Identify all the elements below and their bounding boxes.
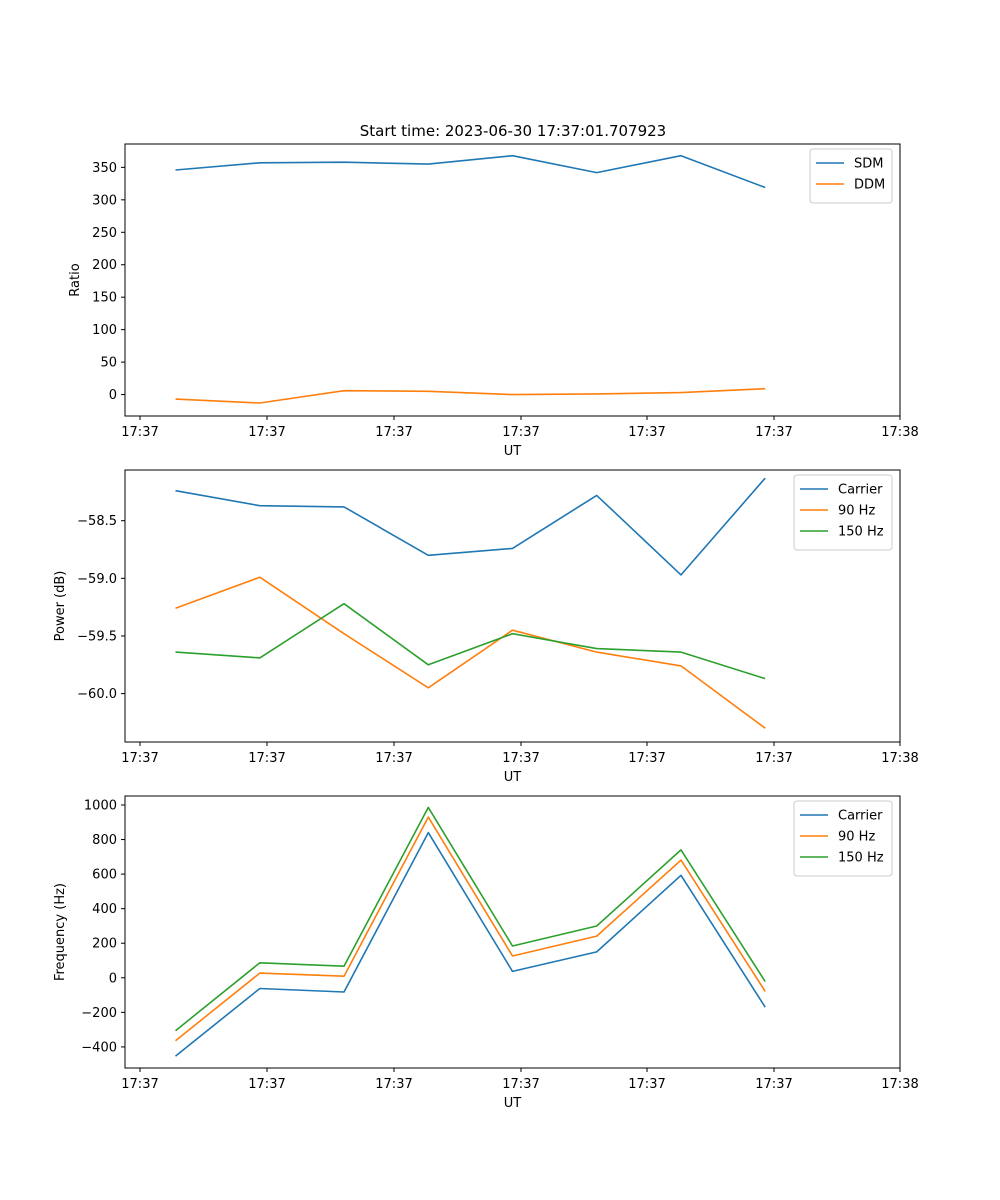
legend: Carrier 90 Hz 150 Hz bbox=[793, 800, 893, 877]
y-tick-label: −59.0 bbox=[77, 572, 117, 587]
legend-label-carrier: Carrier bbox=[838, 809, 883, 824]
legend-label-150-hz: 150 Hz bbox=[838, 525, 884, 540]
x-tick-label: 17:38 bbox=[881, 751, 918, 766]
legend-label-90-hz: 90 Hz bbox=[838, 504, 875, 519]
subplot-1: 17:37 17:37 17:37 17:37 17:37 17:37 17:38 0 50 10… bbox=[68, 143, 919, 459]
legend-label-150-hz: 150 Hz bbox=[838, 851, 884, 866]
x-axis-label: UT bbox=[504, 444, 522, 459]
y-tick-label: 0 bbox=[109, 388, 117, 403]
x-tick-label: 17:37 bbox=[628, 751, 665, 766]
plots: 17:37 17:37 17:37 17:37 17:37 17:37 17:38 0 50 10… bbox=[53, 143, 919, 1111]
series-line-150-hz bbox=[175, 602, 766, 680]
x-tick-label: 17:37 bbox=[248, 1077, 285, 1092]
y-tick-label: −60.0 bbox=[77, 687, 117, 702]
y-tick-label: 600 bbox=[92, 868, 117, 883]
x-tick-label: 17:37 bbox=[502, 1077, 539, 1092]
subplot-2: 17:37 17:37 17:37 17:37 17:37 17:37 17:38 −60.0… bbox=[53, 469, 919, 785]
y-tick-label: −400 bbox=[81, 1040, 117, 1055]
series-line-150-hz bbox=[174, 806, 766, 1032]
x-tick-label: 17:37 bbox=[755, 425, 792, 440]
y-axis-label: Power (dB) bbox=[53, 571, 68, 642]
y-tick-label: −58.5 bbox=[77, 514, 117, 529]
x-tick-label: 17:37 bbox=[121, 425, 158, 440]
series-line-ddm bbox=[175, 387, 766, 404]
x-tick-label: 17:37 bbox=[375, 425, 412, 440]
series-line-90-hz bbox=[175, 576, 766, 729]
y-tick-label: −59.5 bbox=[77, 629, 117, 644]
x-tick-label: 17:37 bbox=[502, 425, 539, 440]
x-axis-label: UT bbox=[504, 770, 522, 785]
x-axis-label: UT bbox=[504, 1096, 522, 1111]
y-tick-label: 50 bbox=[100, 356, 117, 371]
axes-frame bbox=[124, 469, 901, 743]
x-tick-label: 17:37 bbox=[248, 751, 285, 766]
axes-frame bbox=[124, 143, 901, 417]
legend-label-90-hz: 90 Hz bbox=[838, 830, 875, 845]
legend-label-ddm: DDM bbox=[854, 178, 885, 193]
x-tick-label: 17:37 bbox=[502, 751, 539, 766]
chart-title: Start time: 2023-06-30 17:37:01.707923 bbox=[360, 122, 666, 140]
y-tick-label: 800 bbox=[92, 833, 117, 848]
x-tick-label: 17:37 bbox=[755, 751, 792, 766]
x-tick-label: 17:37 bbox=[121, 1077, 158, 1092]
legend: SDM DDM bbox=[809, 148, 893, 204]
series-line-carrier bbox=[174, 831, 766, 1057]
x-tick-label: 17:37 bbox=[628, 1077, 665, 1092]
y-tick-label: 1000 bbox=[84, 798, 117, 813]
x-tick-label: 17:37 bbox=[375, 751, 412, 766]
y-tick-label: 200 bbox=[92, 258, 117, 273]
y-tick-label: 200 bbox=[92, 937, 117, 952]
x-tick-label: 17:38 bbox=[881, 1077, 918, 1092]
y-tick-label: 300 bbox=[92, 193, 117, 208]
y-tick-label: −200 bbox=[81, 1006, 117, 1021]
series-line-sdm bbox=[175, 154, 766, 189]
axes-frame bbox=[124, 795, 901, 1069]
x-tick-label: 17:38 bbox=[881, 425, 918, 440]
y-tick-label: 250 bbox=[92, 226, 117, 241]
x-tick-label: 17:37 bbox=[248, 425, 285, 440]
series-line-carrier bbox=[175, 477, 766, 576]
y-tick-label: 400 bbox=[92, 902, 117, 917]
legend: Carrier 90 Hz 150 Hz bbox=[793, 474, 893, 551]
series-line-90-hz bbox=[174, 816, 766, 1042]
y-tick-label: 350 bbox=[92, 161, 117, 176]
y-axis-label: Ratio bbox=[68, 263, 83, 296]
legend-label-sdm: SDM bbox=[854, 157, 883, 172]
y-tick-label: 0 bbox=[109, 971, 117, 986]
subplot-3: 17:37 17:37 17:37 17:37 17:37 17:37 17:38 −400 −… bbox=[53, 795, 919, 1111]
x-tick-label: 17:37 bbox=[121, 751, 158, 766]
x-tick-label: 17:37 bbox=[755, 1077, 792, 1092]
y-tick-label: 100 bbox=[92, 323, 117, 338]
x-tick-label: 17:37 bbox=[375, 1077, 412, 1092]
legend-label-carrier: Carrier bbox=[838, 483, 883, 498]
y-axis-label: Frequency (Hz) bbox=[53, 883, 68, 981]
y-tick-label: 150 bbox=[92, 291, 117, 306]
x-tick-label: 17:37 bbox=[628, 425, 665, 440]
